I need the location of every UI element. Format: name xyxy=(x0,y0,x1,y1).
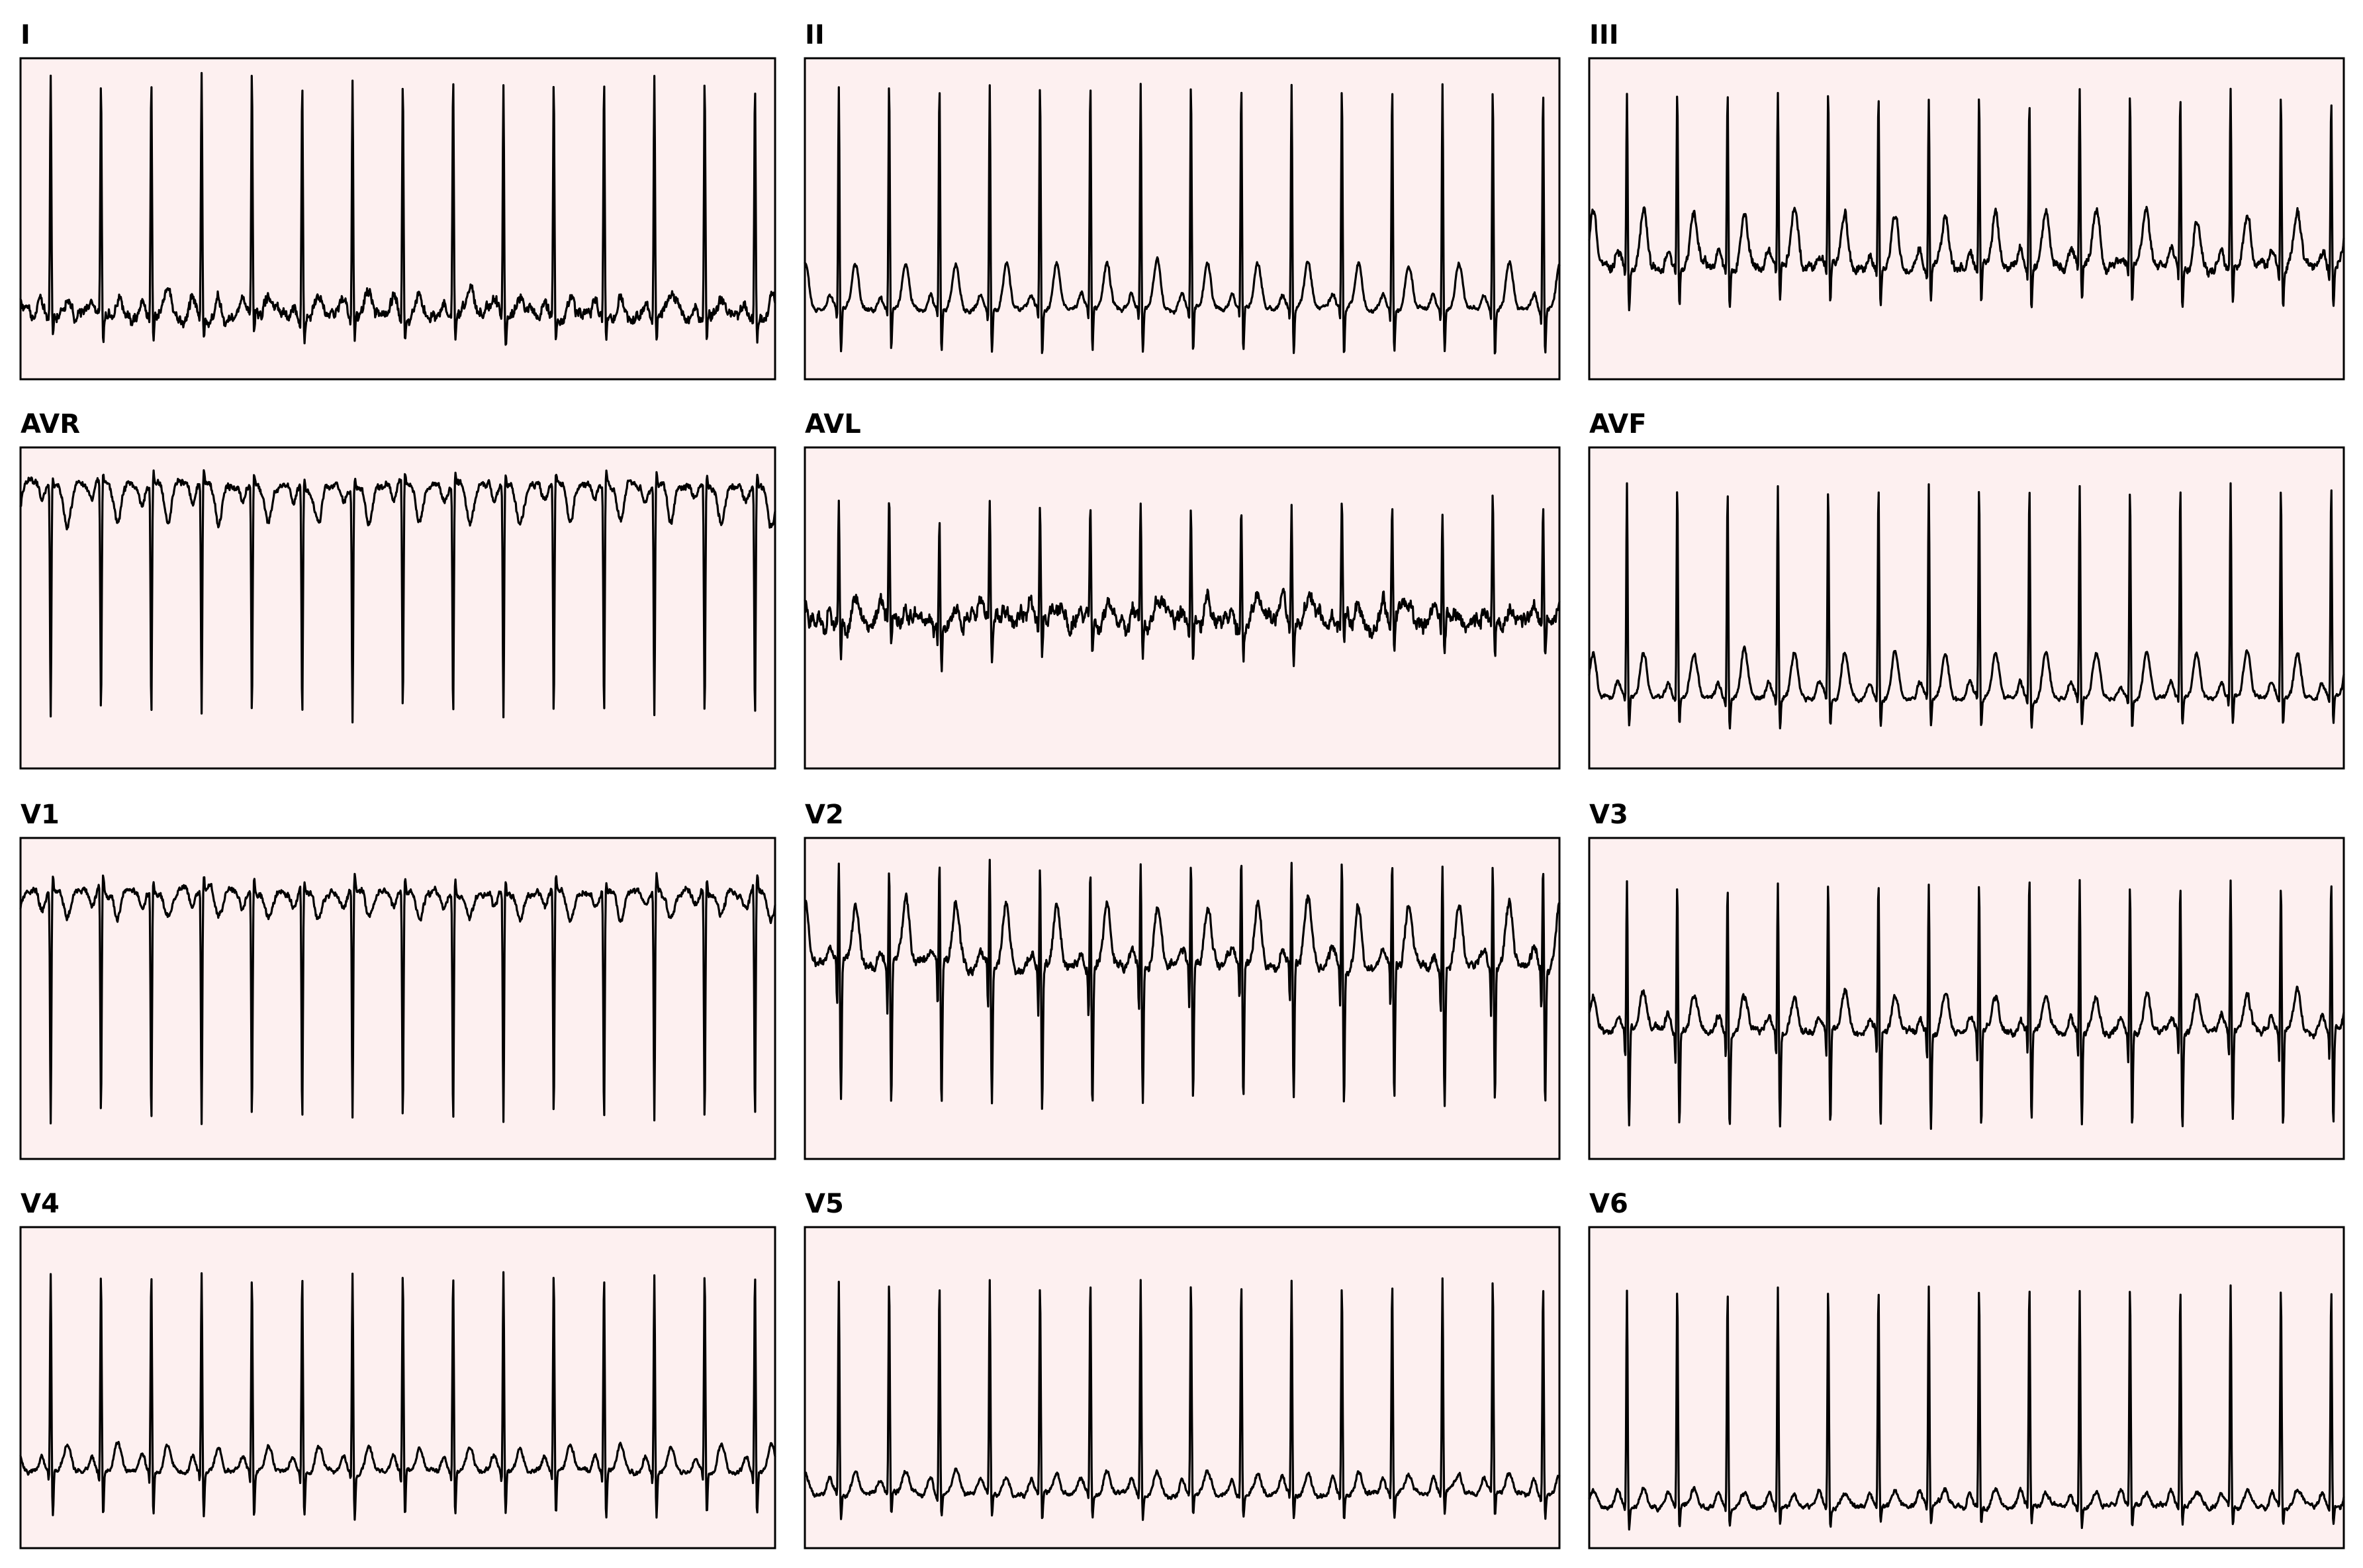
lead-plot-area xyxy=(19,1226,776,1549)
ecg-trace-v6 xyxy=(1588,1284,2345,1531)
ecg-trace-avl xyxy=(804,494,1561,672)
lead-plot-area xyxy=(19,57,776,381)
ecg-trace-v4 xyxy=(19,1271,776,1521)
ecg-trace-v2 xyxy=(804,858,1561,1110)
lead-title-v1: V1 xyxy=(21,800,60,830)
ecg-trace-avf xyxy=(1588,482,2345,730)
lead-panel-v5: V5 xyxy=(804,1189,1561,1549)
ecg-trace-i xyxy=(19,71,776,346)
lead-title-ii: II xyxy=(805,20,825,50)
lead-panel-ii: II xyxy=(804,20,1561,381)
ecg-trace-v5 xyxy=(804,1277,1561,1521)
lead-title-v5: V5 xyxy=(805,1189,844,1219)
lead-plot-area xyxy=(804,57,1561,381)
lead-panel-avf: AVF xyxy=(1588,409,2345,770)
lead-panel-v3: V3 xyxy=(1588,800,2345,1160)
lead-panel-avr: AVR xyxy=(19,409,776,770)
lead-plot-area xyxy=(19,446,776,770)
lead-panel-v6: V6 xyxy=(1588,1189,2345,1549)
ecg-trace-v1 xyxy=(19,872,776,1125)
lead-plot-area xyxy=(1588,1226,2345,1549)
lead-panel-iii: III xyxy=(1588,20,2345,381)
lead-plot-area xyxy=(1588,57,2345,381)
lead-title-v3: V3 xyxy=(1589,800,1628,830)
ecg-trace-ii xyxy=(804,83,1561,355)
lead-title-i: I xyxy=(21,20,30,50)
lead-panel-i: I xyxy=(19,20,776,381)
lead-title-iii: III xyxy=(1589,20,1619,50)
lead-plot-area xyxy=(1588,837,2345,1160)
lead-plot-area xyxy=(804,837,1561,1160)
ecg-trace-iii xyxy=(1588,87,2345,312)
lead-plot-area xyxy=(19,837,776,1160)
lead-panel-v1: V1 xyxy=(19,800,776,1160)
lead-plot-area xyxy=(804,446,1561,770)
lead-plot-area xyxy=(1588,446,2345,770)
ecg-trace-v3 xyxy=(1588,879,2345,1130)
lead-title-avf: AVF xyxy=(1589,409,1647,439)
lead-title-v4: V4 xyxy=(21,1189,60,1219)
lead-title-avr: AVR xyxy=(21,409,80,439)
lead-title-avl: AVL xyxy=(805,409,861,439)
lead-panel-v2: V2 xyxy=(804,800,1561,1160)
lead-plot-area xyxy=(804,1226,1561,1549)
lead-title-v2: V2 xyxy=(805,800,844,830)
lead-panel-avl: AVL xyxy=(804,409,1561,770)
ecg-trace-avr xyxy=(19,469,776,723)
lead-panel-v4: V4 xyxy=(19,1189,776,1549)
lead-title-v6: V6 xyxy=(1589,1189,1628,1219)
